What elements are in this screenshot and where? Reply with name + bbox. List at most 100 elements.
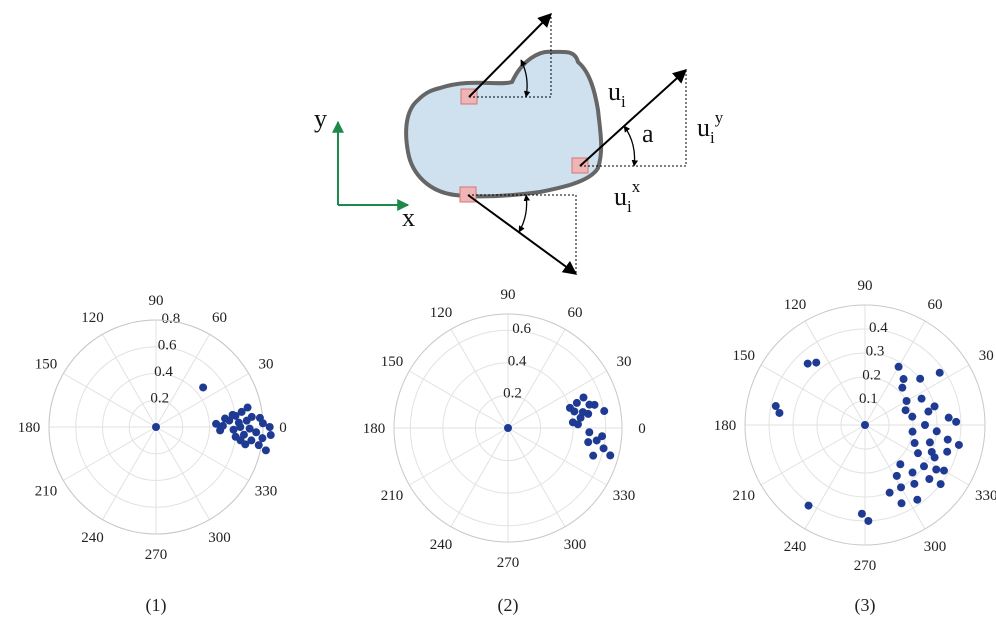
grid-ring: [128, 399, 184, 455]
data-point: [584, 409, 593, 418]
diagram: y x ui a uiy uix: [314, 13, 724, 275]
label-base: u: [697, 113, 710, 142]
theta-tick-label: 330: [975, 488, 996, 504]
data-point: [216, 426, 225, 435]
theta-tick-label: 120: [784, 297, 807, 313]
theta-tick-label: 120: [81, 310, 104, 326]
grid-spoke: [450, 329, 509, 429]
theta-tick-label: 90: [149, 293, 164, 309]
r-tick-label: 0.3: [866, 344, 885, 360]
grid-spoke: [864, 320, 926, 426]
theta-tick-label: 240: [430, 537, 453, 553]
data-point: [600, 407, 609, 416]
theta-tick-label: 180: [714, 418, 737, 434]
data-point: [930, 402, 939, 411]
grid-spoke: [507, 427, 607, 486]
data-point: [954, 440, 963, 449]
data-point: [584, 438, 593, 447]
label-sup: x: [632, 177, 641, 196]
data-point: [910, 439, 919, 448]
data-point: [570, 407, 579, 416]
data-point: [254, 441, 263, 450]
r-tick-label: 0.4: [869, 320, 888, 336]
theta-tick-label: 270: [854, 558, 877, 574]
axis-label: y: [314, 104, 327, 133]
grid-spoke: [507, 329, 566, 429]
data-point: [245, 424, 254, 433]
data-point: [902, 397, 911, 405]
r-tick-label: 0.4: [154, 364, 173, 380]
data-point: [247, 436, 256, 445]
grid-ring: [409, 329, 607, 527]
theta-tick-label: 180: [18, 420, 41, 436]
r-tick-label: 0.2: [503, 386, 522, 402]
grid-ring: [442, 362, 574, 494]
theta-tick-label: 300: [208, 530, 231, 546]
data-point: [606, 451, 615, 460]
data-point: [864, 516, 873, 525]
data-point: [943, 435, 952, 444]
data-point: [892, 471, 901, 480]
outer-ring: [393, 313, 623, 543]
theta-tick-label: 150: [733, 348, 756, 364]
label-sub: i: [621, 92, 626, 111]
data-point: [894, 362, 903, 371]
data-point: [241, 440, 250, 449]
angle-label: a: [642, 119, 654, 148]
angle-arc: [520, 59, 531, 98]
grid-spoke: [409, 370, 509, 429]
data-point: [255, 413, 264, 422]
vector: [579, 69, 688, 167]
data-point: [932, 465, 941, 474]
grid-spoke: [760, 364, 866, 426]
theta-tick-label: 60: [568, 305, 583, 321]
theta-tick-label: 240: [81, 530, 104, 546]
data-point: [943, 447, 952, 456]
data-point: [258, 434, 267, 443]
data-point: [576, 413, 585, 422]
data-point: [242, 416, 251, 425]
data-point: [885, 488, 894, 497]
label-sup: y: [715, 108, 724, 127]
data-point: [252, 428, 261, 437]
theta-tick-label: 180: [363, 421, 386, 437]
theta-tick-label: 60: [212, 310, 227, 326]
caption: (1): [146, 595, 167, 616]
grid-spoke: [450, 427, 509, 527]
theta-tick-label: 150: [35, 357, 58, 373]
vector: [468, 13, 552, 98]
theta-tick-label: 300: [564, 537, 587, 553]
grid-spoke: [507, 427, 566, 527]
data-point: [804, 501, 813, 510]
grid-spoke: [409, 427, 509, 486]
data-point: [908, 427, 917, 436]
grid-spoke: [507, 370, 607, 429]
data-point: [812, 358, 821, 367]
data-point: [265, 423, 274, 431]
outer-ring: [744, 304, 986, 546]
particle: [404, 49, 604, 199]
data-point: [572, 398, 581, 407]
data-point: [932, 427, 941, 436]
data-point: [589, 451, 598, 460]
theta-tick-label: 60: [928, 297, 943, 313]
data-point: [504, 424, 512, 432]
data-point: [927, 447, 936, 456]
data-point: [913, 495, 922, 504]
caption: (3): [855, 595, 876, 616]
theta-tick-label: 270: [497, 555, 520, 571]
r-tick-label: 0.4: [508, 353, 527, 369]
label-base: u: [608, 77, 621, 106]
data-point: [212, 419, 221, 428]
grid-ring: [816, 376, 914, 474]
theta-tick-label: 330: [255, 484, 278, 500]
component-label: uiy: [697, 108, 724, 147]
data-point: [936, 480, 945, 489]
grid-spoke: [804, 320, 866, 426]
data-point: [243, 403, 252, 412]
data-point: [925, 474, 934, 483]
grid-spoke: [804, 424, 866, 530]
grid-ring: [792, 352, 938, 498]
data-point: [897, 499, 906, 508]
theta-tick-label: 240: [784, 539, 807, 555]
